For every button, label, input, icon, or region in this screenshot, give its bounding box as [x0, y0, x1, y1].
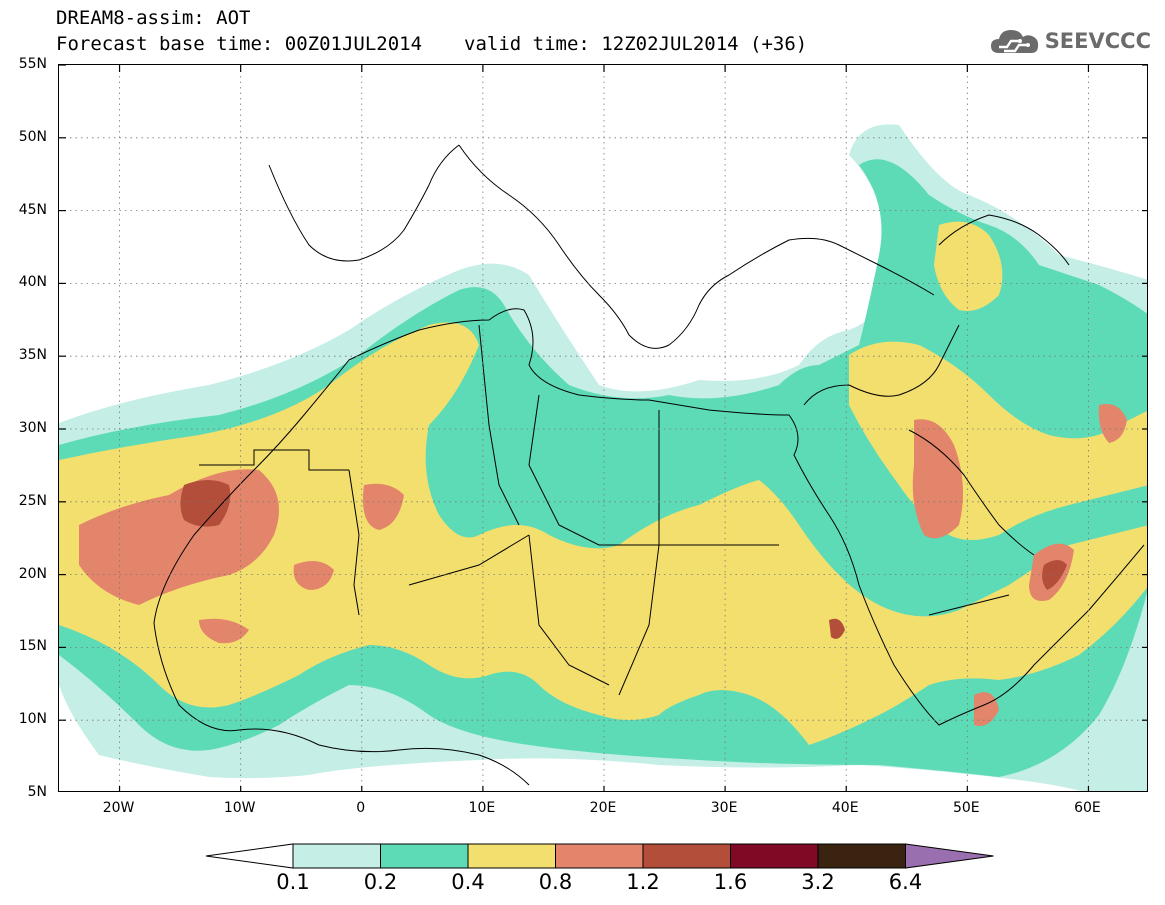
coastline [938, 214, 1070, 266]
border [528, 534, 610, 686]
lon-label: 0 [356, 800, 366, 816]
valid-time: valid time: 12Z02JUL2014 (+36) [464, 33, 808, 55]
lon-label: 40E [831, 800, 859, 816]
aot-0.8-region [912, 419, 963, 539]
lat-label: 5N [27, 784, 47, 800]
colorbar-level-label: 0.1 [276, 870, 310, 894]
aot-1.2-region [829, 618, 845, 639]
aot-0.4-region [59, 322, 1147, 745]
coastline [268, 144, 460, 262]
lat-label: 50N [18, 128, 47, 145]
colorbar-level-label: 0.2 [363, 870, 398, 894]
map-frame [58, 64, 1148, 792]
colorbar-segment [555, 843, 644, 869]
aot-0.4-region [934, 221, 1003, 311]
lat-label: 55N [18, 56, 47, 72]
lat-label: 20N [18, 565, 47, 582]
map-subtitle: Forecast base time: 00Z01JUL2014 valid ti… [56, 34, 807, 54]
lat-label: 10N [18, 711, 47, 728]
lat-label: 25N [18, 492, 47, 509]
colorbar-level-label: 1.6 [713, 870, 748, 894]
border [348, 469, 360, 616]
lat-label: 35N [18, 347, 47, 364]
coastline [458, 144, 730, 349]
lat-label: 45N [18, 201, 47, 218]
border [408, 534, 530, 586]
border [618, 544, 660, 696]
colorbar-segment [292, 843, 381, 869]
colorbar-level-label: 0.4 [451, 870, 485, 894]
lon-label: 50E [952, 800, 980, 816]
lon-label: 20W [102, 800, 135, 816]
aot-0.8-region [199, 618, 249, 644]
colorbar [205, 843, 994, 869]
aot-map [59, 65, 1147, 791]
border [199, 449, 349, 471]
colorbar-high-arrow [905, 843, 994, 869]
border [528, 394, 659, 546]
border [478, 324, 520, 526]
colorbar-segment [642, 843, 731, 869]
logo-text: SEEVCCC [1044, 29, 1151, 53]
coastline [908, 429, 1035, 556]
lon-label: 30E [710, 800, 738, 816]
aot-1.2-region [180, 480, 231, 527]
colorbar-segment [380, 843, 469, 869]
lat-label: 15N [18, 638, 47, 655]
seevccc-logo: SEEVCCC [989, 26, 1151, 56]
lat-label: 40N [18, 274, 47, 291]
cloud-icon [990, 30, 1038, 53]
aot-0.8-region [363, 483, 404, 530]
colorbar-level-label: 0.8 [538, 870, 573, 894]
colorbar-low-arrow [205, 843, 294, 869]
colorbar-level-label: 6.4 [888, 870, 923, 894]
aot-0.8-region [293, 561, 334, 590]
aot-0.8-region [1098, 404, 1127, 443]
coastline [728, 237, 935, 296]
lon-label: 60E [1074, 800, 1101, 816]
lon-label: 10E [468, 800, 496, 816]
coastline [803, 324, 960, 406]
coastline [153, 308, 1145, 726]
map-title: DREAM8-assim: AOT [56, 7, 251, 29]
lon-label: 10W [223, 800, 256, 816]
border [928, 594, 1010, 616]
colorbar-segment [467, 843, 556, 869]
colorbar-level-label: 3.2 [801, 870, 835, 894]
coastline [153, 622, 530, 786]
colorbar-level-label: 1.2 [626, 870, 660, 894]
lon-label: 20E [589, 800, 617, 816]
colorbar-segment [730, 843, 819, 869]
lat-label: 30N [18, 420, 47, 436]
colorbar-segment [817, 843, 906, 869]
base-time: Forecast base time: 00Z01JUL2014 [56, 33, 423, 55]
graticule [59, 65, 1147, 791]
